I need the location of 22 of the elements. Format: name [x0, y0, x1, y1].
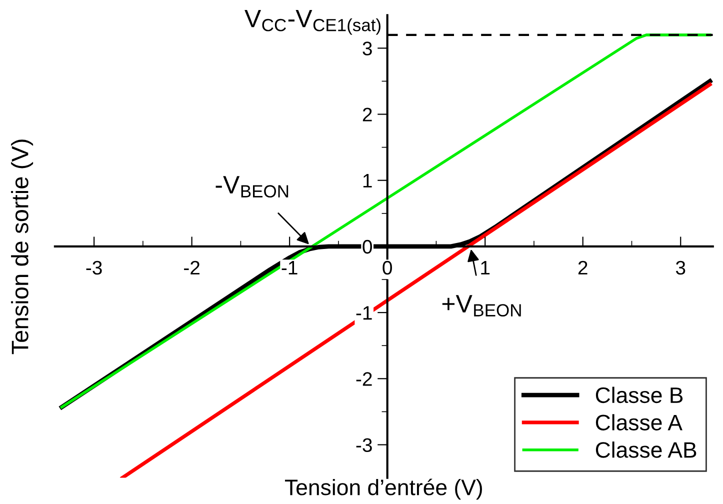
x-tick-label: 0	[382, 260, 392, 275]
x-tick-label: 1	[481, 261, 490, 274]
legend-label: Classe A	[596, 414, 682, 430]
x-tick-label: -3	[86, 260, 102, 275]
annotation: -V$_{BEON}$	[216, 176, 288, 198]
x-tick-label: 3	[676, 260, 686, 275]
x-tick-label: -2	[184, 260, 200, 274]
x-axis-title: Tension d’entrée (V)	[284, 478, 482, 500]
x-tick-label: -1	[282, 261, 298, 274]
legend-label: Classe B	[596, 386, 683, 404]
y-tick-label: 2	[362, 108, 372, 122]
annotation: +V$_{BEON}$	[442, 295, 521, 316]
y-axis-title: Tension de sortie (V)	[11, 140, 34, 354]
ref-line-label: V$_{CC}$-V$_{CE1(sat)}$	[244, 10, 380, 35]
y-tick-label: -3	[356, 438, 372, 452]
y-tick-label: 3	[362, 42, 372, 56]
legend-label: Classe AB	[596, 442, 696, 458]
y-tick-label: -1	[356, 306, 372, 320]
y-tick-label: 1	[363, 174, 372, 188]
y-tick-label: -2	[356, 372, 372, 386]
x-tick-label: 2	[578, 260, 588, 274]
y-tick-label: 0	[362, 240, 372, 254]
